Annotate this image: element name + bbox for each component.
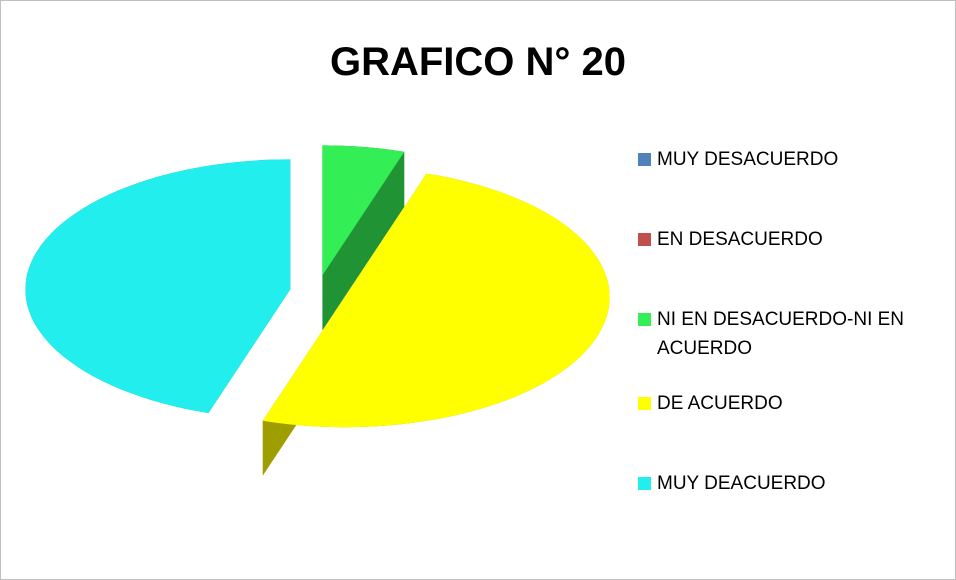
legend-item: EN DESACUERDO	[638, 225, 938, 254]
legend-swatch	[638, 313, 651, 326]
legend-label: DE ACUERDO	[657, 393, 783, 414]
legend-item: DE ACUERDO	[638, 389, 938, 418]
slice	[322, 145, 405, 276]
legend-swatch	[638, 397, 651, 410]
legend-label: NI EN DESACUERDO-NI EN ACUERDO	[657, 309, 905, 359]
legend-label: MUY DEACUERDO	[657, 473, 826, 494]
legend-label: EN DESACUERDO	[657, 229, 823, 250]
slice	[262, 173, 610, 428]
legend-swatch	[638, 233, 651, 246]
legend-item: MUY DEACUERDO	[638, 469, 938, 498]
chart-title: GRAFICO N° 20	[329, 40, 627, 84]
legend-item: NI EN DESACUERDO-NI EN ACUERDO	[638, 305, 938, 363]
legend-swatch	[638, 153, 651, 166]
legend-label: MUY DESACUERDO	[657, 149, 839, 170]
legend-swatch	[638, 477, 651, 490]
slice	[25, 159, 291, 413]
legend-item: MUY DESACUERDO	[638, 145, 938, 174]
